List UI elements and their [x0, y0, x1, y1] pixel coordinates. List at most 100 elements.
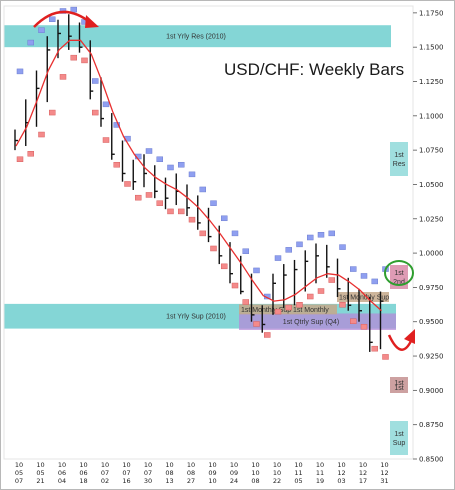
x-tick-label-15-2: 03: [337, 477, 345, 485]
upper-marker-13: [156, 156, 163, 162]
x-tick-label-14-0: 10: [316, 461, 324, 469]
x-tick-label-9-2: 10: [208, 477, 216, 485]
lower-marker-16: [188, 216, 196, 223]
side-level-box-0: [390, 142, 408, 176]
x-tick-label-3-0: 10: [79, 461, 87, 469]
x-tick-label-5-2: 16: [122, 477, 130, 485]
x-tick-label-15-0: 10: [337, 461, 345, 469]
lower-marker-17: [199, 230, 206, 237]
moving-average-line: [15, 39, 382, 312]
band-label-2: 1st Qtrly Sup (Q4): [283, 319, 339, 326]
x-tick-label-1-1: 05: [36, 469, 44, 477]
y-tick-label-1: 1.1500: [419, 44, 444, 52]
x-tick-label-1-0: 10: [36, 461, 44, 469]
upper-marker-1: [27, 39, 34, 46]
x-tick-label-17-1: 12: [380, 469, 388, 477]
monthly-level-label-0: 1st Monthly Sup: [241, 307, 291, 314]
x-tick-label-1-2: 21: [36, 477, 44, 485]
x-tick-label-8-2: 27: [187, 477, 195, 485]
lower-marker-6: [81, 57, 88, 64]
side-level-box-3: [390, 421, 408, 455]
lower-marker-24: [274, 308, 282, 315]
lower-marker-29: [328, 277, 335, 283]
lower-marker-33: [371, 345, 378, 352]
x-tick-label-16-1: 12: [359, 469, 367, 477]
x-tick-label-12-2: 22: [273, 477, 281, 485]
lower-marker-18: [210, 245, 217, 252]
lower-marker-4: [59, 74, 67, 80]
side-level-line1-2: 1st: [394, 380, 403, 387]
side-level-line2-1: 2nd: [393, 279, 405, 286]
y-tick-label-7: 1.0000: [419, 250, 444, 258]
upper-marker-0: [16, 68, 24, 75]
x-tick-label-12-1: 10: [273, 469, 281, 477]
y-tick-label-11: 0.9000: [419, 387, 444, 395]
chart-title: USD/CHF: Weekly Bars: [224, 60, 404, 79]
x-tick-label-10-2: 24: [230, 477, 238, 485]
lower-marker-3: [49, 109, 56, 116]
lower-marker-25: [285, 304, 292, 311]
x-tick-label-0-2: 07: [15, 477, 23, 485]
lower-marker-15: [178, 208, 185, 215]
upper-marker-25: [285, 247, 292, 253]
green-circle-highlight: [384, 260, 414, 286]
upper-marker-28: [317, 231, 325, 238]
x-tick-label-4-1: 07: [101, 469, 109, 477]
x-tick-label-7-1: 08: [165, 469, 173, 477]
monthly-level-label-1: 1st Monthly: [293, 307, 329, 314]
lower-marker-5: [70, 54, 77, 61]
side-level-box-1: [390, 265, 408, 289]
y-tick-label-6: 1.0250: [419, 215, 444, 223]
x-tick-label-17-2: 31: [380, 477, 388, 485]
top-curved-arrow: [33, 10, 92, 28]
monthly-level-box-1: [291, 304, 337, 315]
lower-marker-0: [16, 156, 24, 162]
upper-marker-19: [221, 215, 228, 222]
x-tick-label-6-0: 10: [144, 461, 152, 469]
plot-area: [3, 5, 414, 460]
y-tick-label-2: 1.1250: [419, 78, 444, 86]
lower-marker-26: [296, 302, 303, 308]
upper-marker-14: [167, 164, 174, 171]
x-tick-label-4-0: 10: [101, 461, 109, 469]
bottom-curved-arrow: [387, 334, 413, 351]
x-tick-label-11-0: 10: [251, 461, 259, 469]
upper-marker-29: [328, 230, 335, 237]
lower-marker-27: [307, 293, 314, 300]
lower-marker-13: [156, 200, 163, 206]
band-2: [239, 313, 396, 330]
x-tick-label-13-2: 05: [294, 477, 302, 485]
x-tick-label-10-0: 10: [230, 461, 238, 469]
y-tick-label-5: 1.0500: [419, 181, 444, 189]
y-tick-label-3: 1.1000: [419, 112, 444, 120]
x-tick-label-2-0: 10: [58, 461, 66, 469]
upper-marker-17: [199, 186, 206, 193]
x-tick-label-3-2: 18: [79, 477, 87, 485]
lower-marker-8: [102, 137, 110, 143]
lower-marker-23: [264, 332, 271, 338]
lower-marker-19: [221, 263, 228, 270]
annotations-layer: [33, 10, 415, 351]
x-tick-label-9-0: 10: [208, 461, 216, 469]
upper-marker-32: [360, 273, 368, 279]
y-tick-label-13: 0.8500: [419, 456, 444, 464]
lower-marker-32: [360, 323, 368, 330]
x-tick-label-15-1: 12: [337, 469, 345, 477]
x-tick-label-0-1: 05: [15, 469, 23, 477]
side-level-line2-3: Sup: [393, 440, 406, 447]
side-level-box-2: [390, 377, 408, 393]
y-tick-label-8: 0.9750: [419, 284, 444, 292]
y-tick-label-12: 0.8750: [419, 421, 444, 429]
x-tick-label-6-2: 30: [144, 477, 152, 485]
moving-average-layer: [15, 39, 382, 312]
x-tick-label-6-1: 07: [144, 469, 152, 477]
side-level-line2-2: 1st: [394, 385, 403, 392]
band-0: [4, 25, 391, 48]
lower-marker-31: [350, 318, 357, 324]
x-tick-label-16-0: 10: [359, 461, 367, 469]
x-tick-label-13-0: 10: [294, 461, 302, 469]
x-tick-label-14-1: 11: [316, 469, 324, 477]
